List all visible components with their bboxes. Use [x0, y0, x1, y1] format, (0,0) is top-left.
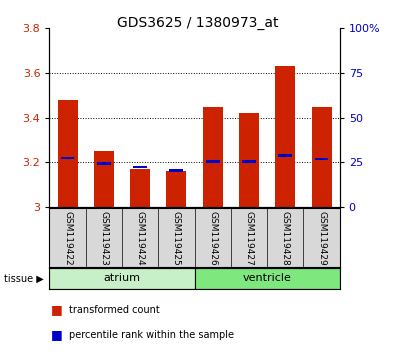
Text: GDS3625 / 1380973_at: GDS3625 / 1380973_at [117, 16, 278, 30]
Text: GSM119426: GSM119426 [208, 211, 217, 266]
Bar [242, 160, 256, 162]
Bar [315, 158, 329, 160]
Text: GSM119427: GSM119427 [245, 211, 254, 266]
Text: GSM119425: GSM119425 [172, 211, 181, 266]
Text: tissue ▶: tissue ▶ [4, 274, 44, 284]
Bar [203, 107, 223, 207]
Text: ■: ■ [51, 303, 63, 316]
Bar [133, 166, 147, 168]
Bar [194, 268, 340, 289]
Text: percentile rank within the sample: percentile rank within the sample [69, 330, 234, 339]
Bar [278, 154, 292, 157]
Bar [312, 107, 331, 207]
Text: ventricle: ventricle [243, 273, 292, 283]
Bar [239, 113, 259, 207]
Text: transformed count: transformed count [69, 305, 160, 315]
Bar [169, 169, 183, 172]
Bar [49, 268, 194, 289]
Text: GSM119428: GSM119428 [281, 211, 290, 266]
Bar [275, 66, 295, 207]
Bar [94, 151, 114, 207]
Text: GSM119424: GSM119424 [135, 211, 145, 266]
Text: atrium: atrium [103, 273, 141, 283]
Text: ■: ■ [51, 328, 63, 341]
Text: GSM119429: GSM119429 [317, 211, 326, 266]
Text: GSM119423: GSM119423 [99, 211, 108, 266]
Bar [58, 100, 77, 207]
Bar [97, 162, 111, 165]
Bar [166, 171, 186, 207]
Bar [130, 169, 150, 207]
Text: GSM119422: GSM119422 [63, 211, 72, 266]
Bar [206, 160, 220, 162]
Bar [60, 156, 74, 159]
